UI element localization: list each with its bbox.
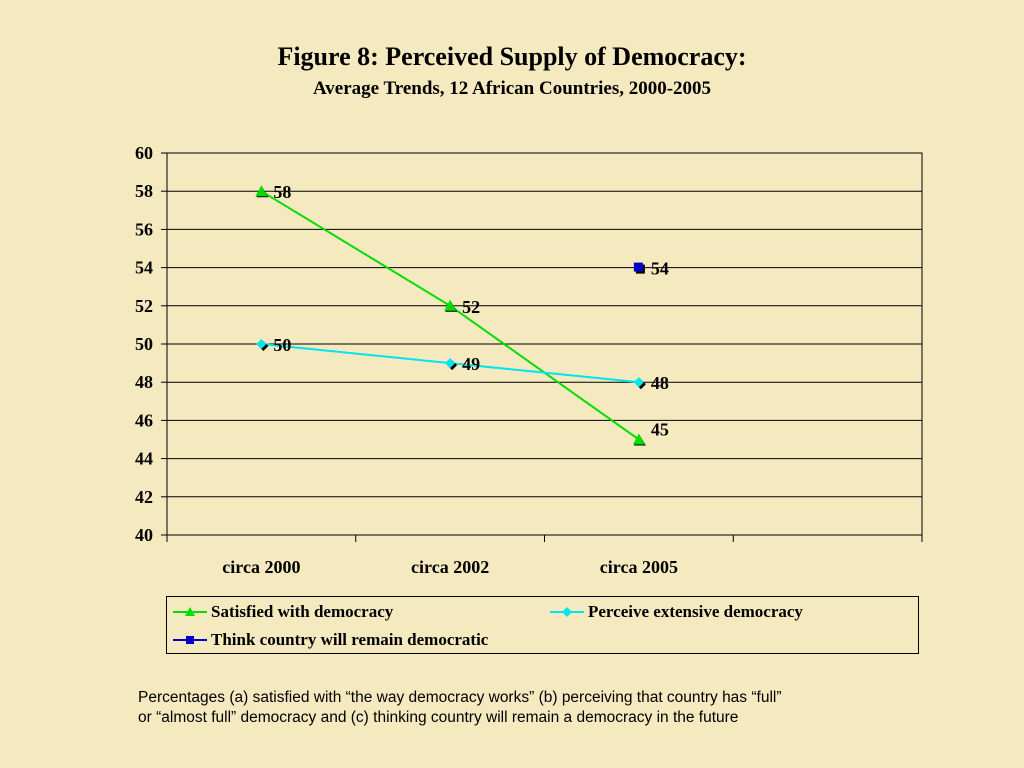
- y-tick-label: 54: [135, 258, 153, 278]
- x-tick-label: circa 2005: [600, 557, 678, 577]
- x-tick-label: circa 2000: [222, 557, 300, 577]
- y-tick-label: 58: [135, 181, 153, 201]
- data-label: 50: [273, 335, 291, 355]
- chart-legend: Satisfied with democracy Perceive extens…: [166, 596, 919, 654]
- y-tick-label: 52: [135, 296, 153, 316]
- y-tick-label: 60: [135, 143, 153, 163]
- data-point: [632, 433, 645, 445]
- y-tick-label: 48: [135, 372, 153, 392]
- y-tick-label: 50: [135, 334, 153, 354]
- data-label: 49: [462, 354, 480, 374]
- legend-line-triangle-icon: [173, 607, 207, 616]
- legend-line-square-icon: [173, 636, 207, 644]
- y-tick-label: 44: [135, 449, 153, 469]
- data-label: 52: [462, 297, 480, 317]
- y-tick-label: 42: [135, 487, 153, 507]
- series-line-0: [260, 190, 640, 441]
- data-point: [633, 377, 644, 388]
- legend-item-perceive: Perceive extensive democracy: [550, 602, 803, 622]
- data-label: 54: [651, 259, 669, 279]
- data-label: 58: [273, 182, 291, 202]
- chart-subtitle: Average Trends, 12 African Countries, 20…: [312, 78, 712, 99]
- data-label: 45: [651, 420, 669, 440]
- data-point: [256, 339, 267, 349]
- y-tick-label: 56: [135, 219, 153, 239]
- chart-title: Figure 8: Perceived Supply of Democracy:: [277, 42, 747, 71]
- legend-label: Satisfied with democracy: [211, 602, 394, 621]
- legend-line-diamond-icon: [550, 607, 584, 617]
- legend-label: Think country will remain democratic: [211, 630, 489, 649]
- caption-line-2: or “almost full” democracy and (c) think…: [138, 709, 739, 726]
- caption-line-1: Percentages (a) satisfied with “the way …: [138, 689, 782, 706]
- data-point: [444, 299, 457, 311]
- legend-label: Perceive extensive democracy: [588, 602, 803, 621]
- data-point: [445, 358, 456, 369]
- data-label: 48: [651, 373, 669, 393]
- line-chart: 40 42 44 46 48 50 52 54 56 58 60 circa 2000 circa 20…: [135, 143, 923, 577]
- y-tick-label: 46: [135, 410, 153, 430]
- chart-caption: Percentages (a) satisfied with “the way …: [138, 688, 978, 728]
- y-tick-label: 40: [135, 525, 153, 545]
- x-tick-label: circa 2002: [411, 557, 489, 577]
- data-point: [633, 262, 643, 272]
- data-point: [255, 185, 268, 197]
- legend-item-satisfied: Satisfied with democracy: [173, 602, 393, 622]
- legend-item-remain: Think country will remain democratic: [173, 630, 488, 650]
